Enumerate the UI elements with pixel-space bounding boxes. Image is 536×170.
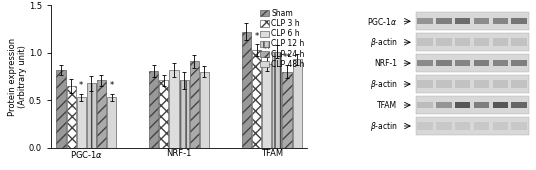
Bar [511,122,527,130]
Text: *: * [109,81,114,90]
Text: **: ** [263,45,271,54]
Bar [242,32,251,148]
Bar [455,122,470,130]
Bar [416,117,528,135]
Bar [418,60,433,66]
Y-axis label: Protein expression
(Arbitrary unit): Protein expression (Arbitrary unit) [8,37,27,116]
Bar [455,60,470,66]
Bar [418,102,433,108]
Text: $\beta$-actin: $\beta$-actin [369,36,397,49]
Text: TFAM: TFAM [377,101,397,109]
Bar [436,60,451,66]
Bar [149,71,158,148]
Bar [493,19,508,24]
Bar [511,19,527,24]
Bar [416,96,528,114]
Text: **: ** [282,53,291,62]
Bar [66,86,76,148]
Bar [107,97,116,148]
Bar [87,83,96,148]
Bar [436,102,451,108]
Bar [159,80,168,148]
Bar [169,70,178,148]
Bar [436,122,451,130]
Bar [293,59,302,148]
Text: $\beta$-actin: $\beta$-actin [369,120,397,132]
Bar [511,102,527,108]
Bar [511,38,527,46]
Text: *: * [79,81,84,90]
Bar [493,80,508,88]
Bar [474,19,489,24]
Bar [511,60,527,66]
Bar [56,70,65,148]
Bar [493,38,508,46]
Bar [474,122,489,130]
Text: NRF-1: NRF-1 [374,59,397,68]
Bar [455,80,470,88]
Bar [511,80,527,88]
Bar [474,102,489,108]
Bar [180,80,189,148]
Bar [493,60,508,66]
Bar [418,38,433,46]
Bar [97,80,106,148]
Bar [416,54,528,72]
Bar [200,72,209,148]
Bar [455,19,470,24]
Bar [416,75,528,93]
Text: $\beta$-actin: $\beta$-actin [369,78,397,91]
Bar [272,52,281,148]
Text: *: * [255,32,259,41]
Bar [436,19,451,24]
Bar [262,64,271,148]
Bar [416,12,528,30]
Bar [474,80,489,88]
Bar [416,33,528,51]
Bar [493,102,508,108]
Bar [474,60,489,66]
Legend: Sham, CLP 3 h, CLP 6 h, CLP 12 h, CLP 24 h, CLP 48 h: Sham, CLP 3 h, CLP 6 h, CLP 12 h, CLP 24… [258,7,306,70]
Bar [282,72,292,148]
Bar [77,97,86,148]
Bar [436,38,451,46]
Bar [455,38,470,46]
Text: PGC-1$\alpha$: PGC-1$\alpha$ [367,16,397,27]
Bar [493,122,508,130]
Bar [474,38,489,46]
Bar [418,80,433,88]
Bar [436,80,451,88]
Bar [455,102,470,108]
Bar [190,61,199,148]
Bar [418,122,433,130]
Bar [418,19,433,24]
Bar [252,50,261,148]
